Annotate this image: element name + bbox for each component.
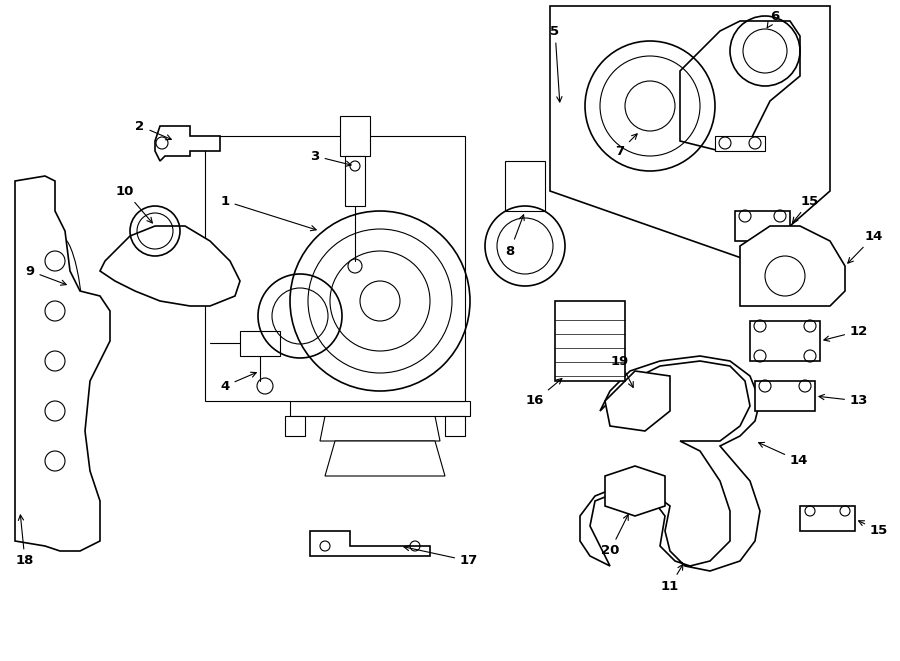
- Text: 6: 6: [767, 9, 779, 28]
- Polygon shape: [755, 381, 815, 411]
- Text: 14: 14: [759, 442, 808, 467]
- Bar: [340, 116, 370, 156]
- Polygon shape: [750, 321, 820, 361]
- Text: 12: 12: [824, 325, 868, 341]
- Polygon shape: [680, 21, 800, 151]
- Polygon shape: [445, 416, 465, 436]
- Polygon shape: [800, 506, 855, 531]
- Polygon shape: [290, 401, 470, 416]
- Polygon shape: [740, 226, 845, 306]
- Polygon shape: [325, 441, 445, 476]
- Polygon shape: [155, 126, 220, 161]
- Bar: [555, 301, 625, 381]
- Bar: [715, 136, 765, 151]
- Text: 2: 2: [135, 120, 171, 139]
- Polygon shape: [580, 356, 760, 571]
- Polygon shape: [735, 211, 790, 241]
- Polygon shape: [100, 226, 240, 306]
- Text: 8: 8: [506, 215, 524, 258]
- Text: 1: 1: [220, 194, 316, 231]
- Text: 15: 15: [859, 521, 888, 537]
- Text: 3: 3: [310, 149, 351, 167]
- Polygon shape: [605, 371, 670, 431]
- Text: 14: 14: [848, 229, 884, 263]
- Text: 7: 7: [616, 134, 637, 157]
- Text: 19: 19: [611, 354, 634, 387]
- Text: 18: 18: [16, 515, 34, 568]
- Text: 10: 10: [116, 184, 152, 223]
- Polygon shape: [605, 466, 665, 516]
- Polygon shape: [310, 531, 430, 556]
- Bar: [205, 136, 465, 401]
- Text: 16: 16: [526, 379, 562, 407]
- Polygon shape: [320, 391, 440, 441]
- Polygon shape: [550, 6, 830, 261]
- Bar: [505, 161, 545, 211]
- Polygon shape: [15, 176, 110, 551]
- Text: 20: 20: [601, 515, 628, 557]
- Text: 4: 4: [220, 372, 256, 393]
- Bar: [345, 156, 365, 206]
- Polygon shape: [285, 416, 305, 436]
- Text: 17: 17: [404, 545, 478, 568]
- Bar: [240, 331, 280, 356]
- Text: 11: 11: [661, 564, 683, 592]
- Text: 15: 15: [793, 194, 819, 223]
- Text: 9: 9: [25, 264, 67, 285]
- Text: 5: 5: [551, 24, 562, 102]
- Text: 13: 13: [819, 395, 868, 407]
